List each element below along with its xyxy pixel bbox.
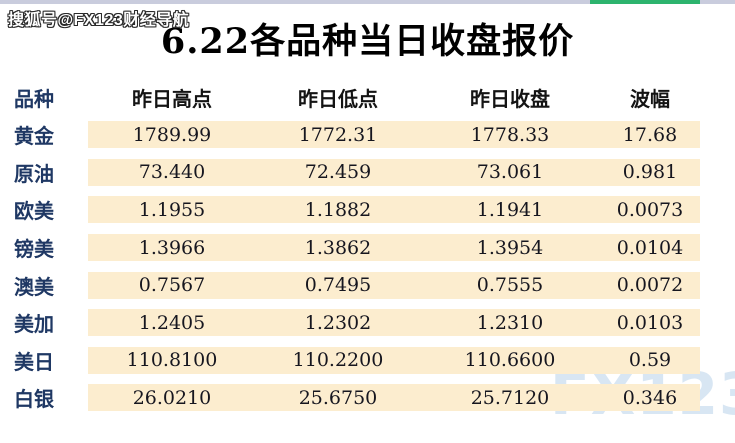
cell-high: 1.2405 — [138, 311, 206, 334]
table-row-gold: 黄金 1789.99 1772.31 1778.33 17.68 — [0, 116, 735, 154]
row-label: 黄金 — [14, 124, 54, 149]
table-row-usdjpy: 美日 110.8100 110.2200 110.6600 0.59 — [0, 342, 735, 380]
cell-high: 1.3966 — [138, 236, 206, 259]
row-band: 110.8100 110.2200 110.6600 0.59 — [88, 346, 700, 374]
row-band: 1789.99 1772.31 1778.33 17.68 — [88, 121, 700, 149]
cell-low: 110.2200 — [292, 349, 384, 372]
header-range: 波幅 — [630, 86, 670, 111]
top-progress-fill — [590, 0, 700, 4]
row-band: 1.3966 1.3862 1.3954 0.0104 — [88, 234, 700, 262]
cell-range: 0.0104 — [616, 236, 684, 259]
cell-range: 0.0072 — [616, 274, 684, 297]
row-label: 原油 — [14, 161, 54, 186]
row-label: 美日 — [14, 349, 54, 374]
cell-close: 1.3954 — [476, 236, 544, 259]
row-label: 欧美 — [14, 199, 54, 224]
cell-high: 1.1955 — [138, 198, 206, 221]
top-progress-track — [0, 0, 735, 4]
cell-close: 25.7120 — [470, 386, 550, 409]
cell-close: 1778.33 — [470, 123, 550, 146]
cell-low: 1.3862 — [304, 236, 372, 259]
price-table: 品种 昨日高点 昨日低点 昨日收盘 波幅 黄金 1789.99 1772.31 … — [0, 78, 735, 417]
table-row-audusd: 澳美 0.7567 0.7495 0.7555 0.0072 — [0, 266, 735, 304]
row-band: 0.7567 0.7495 0.7555 0.0072 — [88, 271, 700, 299]
cell-close: 73.061 — [476, 161, 544, 184]
cell-close: 0.7555 — [476, 274, 544, 297]
row-band: 73.440 72.459 73.061 0.981 — [88, 158, 700, 186]
cell-close: 110.6600 — [464, 349, 556, 372]
header-prev-low: 昨日低点 — [298, 86, 378, 111]
row-band: 1.2405 1.2302 1.2310 0.0103 — [88, 309, 700, 337]
row-label: 白银 — [14, 387, 54, 412]
sohu-account-watermark: 搜狐号@FX123财经导航 — [8, 12, 190, 29]
header-prev-high: 昨日高点 — [132, 86, 212, 111]
cell-low: 25.6750 — [298, 386, 378, 409]
header-prev-close: 昨日收盘 — [470, 86, 550, 111]
page-title: 6.22各品种当日收盘报价 — [160, 21, 575, 62]
cell-low: 72.459 — [304, 161, 372, 184]
row-label: 镑美 — [14, 237, 54, 262]
cell-close: 1.2310 — [476, 311, 544, 334]
cell-range: 0.346 — [622, 386, 678, 409]
cell-low: 1.1882 — [304, 198, 372, 221]
cell-range: 17.68 — [622, 123, 678, 146]
cell-high: 26.0210 — [132, 386, 212, 409]
table-row-eurusd: 欧美 1.1955 1.1882 1.1941 0.0073 — [0, 191, 735, 229]
header-species: 品种 — [14, 86, 54, 111]
cell-low: 0.7495 — [304, 274, 372, 297]
cell-high: 0.7567 — [138, 274, 206, 297]
row-label: 美加 — [14, 312, 54, 337]
table-row-crude-oil: 原油 73.440 72.459 73.061 0.981 — [0, 154, 735, 192]
row-label: 澳美 — [14, 274, 54, 299]
cell-close: 1.1941 — [476, 198, 544, 221]
cell-high: 73.440 — [138, 161, 206, 184]
cell-low: 1772.31 — [298, 123, 378, 146]
table-header-row: 品种 昨日高点 昨日低点 昨日收盘 波幅 — [0, 78, 735, 116]
cell-range: 0.0103 — [616, 311, 684, 334]
row-band: 26.0210 25.6750 25.7120 0.346 — [88, 384, 700, 412]
table-row-usdcad: 美加 1.2405 1.2302 1.2310 0.0103 — [0, 304, 735, 342]
table-row-silver: 白银 26.0210 25.6750 25.7120 0.346 — [0, 379, 735, 417]
cell-range: 0.59 — [628, 349, 672, 372]
cell-low: 1.2302 — [304, 311, 372, 334]
cell-range: 0.981 — [622, 161, 678, 184]
cell-high: 1789.99 — [132, 123, 212, 146]
cell-high: 110.8100 — [126, 349, 218, 372]
cell-range: 0.0073 — [616, 198, 684, 221]
row-band: 1.1955 1.1882 1.1941 0.0073 — [88, 196, 700, 224]
table-row-gbpusd: 镑美 1.3966 1.3862 1.3954 0.0104 — [0, 229, 735, 267]
